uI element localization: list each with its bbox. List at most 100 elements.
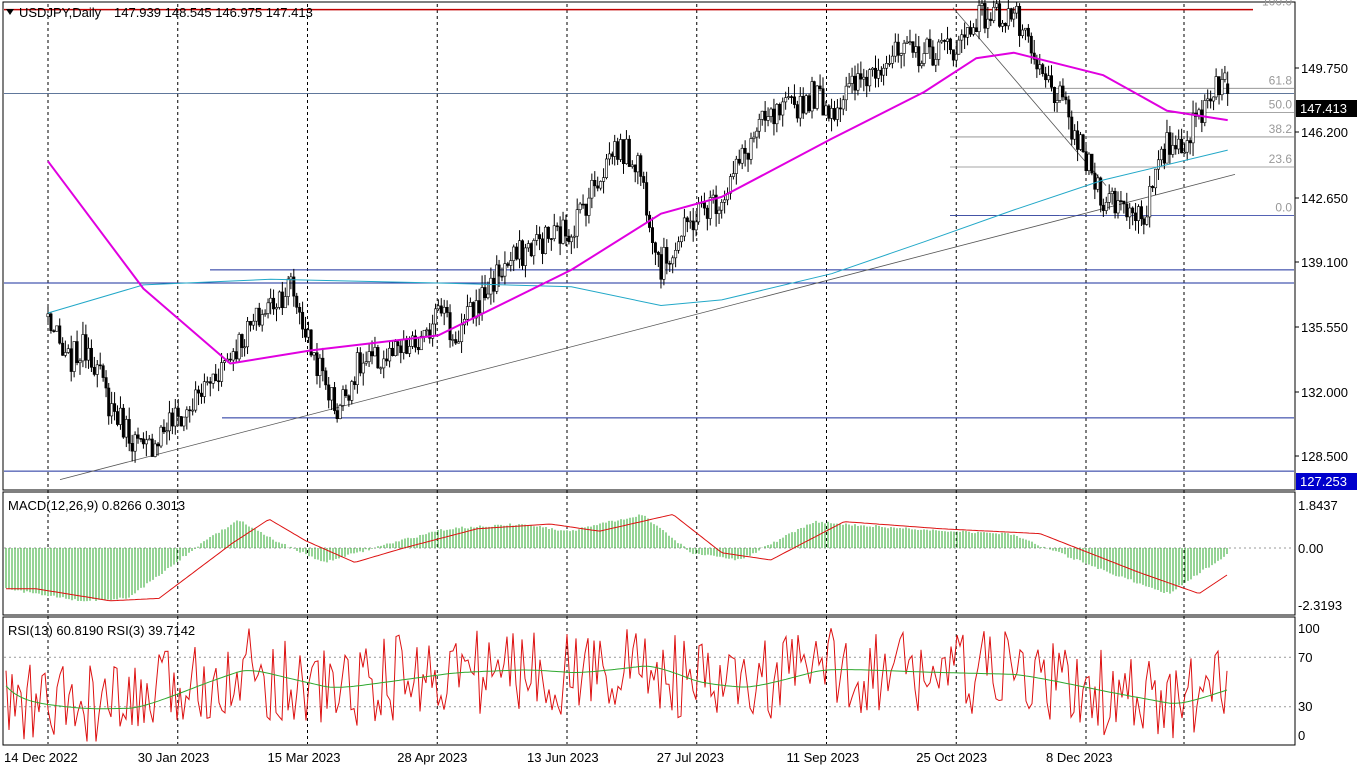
candle-body <box>917 46 921 67</box>
candle-body <box>957 39 961 55</box>
candle-body <box>561 219 565 244</box>
candle-body <box>72 341 76 372</box>
candle-body <box>425 329 429 332</box>
candle-body <box>602 177 606 182</box>
candle-body <box>124 419 128 438</box>
candle-body <box>890 55 894 64</box>
candle-body <box>818 85 822 89</box>
candle-body <box>75 341 79 364</box>
macd-title: MACD(12,26,9) 0.8266 0.3013 <box>8 498 185 513</box>
candle-body <box>489 277 493 295</box>
candle-body <box>790 96 794 98</box>
triangle-down-icon[interactable] <box>6 9 14 15</box>
candle-body <box>977 5 981 32</box>
candle-body <box>1185 140 1189 153</box>
candle-body <box>500 275 504 278</box>
candle-body <box>1217 76 1221 96</box>
x-tick-label: 25 Oct 2023 <box>916 750 987 765</box>
candle-body <box>78 360 82 364</box>
macd-tick-label: 1.8437 <box>1298 498 1338 513</box>
candle-body <box>876 69 880 79</box>
candle-body <box>1134 212 1138 221</box>
candle-body <box>934 59 938 66</box>
candle-body <box>899 53 903 56</box>
candle-body <box>388 347 392 362</box>
macd-series <box>5 514 1228 602</box>
candle-body <box>983 3 987 29</box>
candle-body <box>874 67 878 79</box>
candle-body <box>367 351 371 362</box>
candle-body <box>176 407 180 417</box>
candle-body <box>483 287 487 299</box>
candle-body <box>1099 177 1103 206</box>
candle-body <box>81 334 85 362</box>
candle-body <box>1110 190 1114 194</box>
candle-body <box>824 105 828 116</box>
candle-body <box>382 358 386 369</box>
candle-body <box>746 153 750 160</box>
candle-body <box>650 227 654 243</box>
candle-body <box>708 197 712 219</box>
candle-body <box>147 438 151 441</box>
candle-body <box>795 104 799 119</box>
candle-body <box>214 373 218 382</box>
candle-body <box>385 358 389 362</box>
candle-body <box>159 426 163 447</box>
candle-body <box>613 141 617 157</box>
candle-body <box>971 27 975 35</box>
candle-body <box>931 46 935 66</box>
candle-body <box>734 158 738 174</box>
candle-body <box>162 426 166 433</box>
candle-body <box>95 364 99 375</box>
candle-body <box>260 314 264 326</box>
candle-body <box>1212 96 1216 102</box>
candle-body <box>804 95 808 114</box>
candle-body <box>274 307 278 310</box>
candle-body <box>101 365 105 378</box>
candle-body <box>1081 134 1085 152</box>
candle-body <box>197 389 201 394</box>
candle-body <box>318 357 322 376</box>
x-tick-label: 11 Sep 2023 <box>787 750 860 765</box>
candle-body <box>468 302 472 307</box>
candle-body <box>254 307 258 322</box>
candle-body <box>286 278 290 297</box>
candle-body <box>451 339 455 341</box>
candle-body <box>865 76 869 87</box>
ma-slow-line <box>47 51 1228 365</box>
macd-tick-label: -2.3193 <box>1298 598 1342 613</box>
candle-body <box>1009 8 1013 20</box>
candle-body <box>940 40 944 43</box>
candle-body <box>668 262 672 265</box>
candle-body <box>781 101 785 116</box>
candle-body <box>731 173 735 177</box>
candle-body <box>1093 172 1097 190</box>
candle-body <box>173 407 177 427</box>
candle-body <box>121 407 125 438</box>
candle-body <box>104 377 108 389</box>
candle-body <box>1061 85 1065 98</box>
candle-body <box>989 18 993 21</box>
candle-body <box>474 300 478 319</box>
candle-body <box>714 194 718 214</box>
candle-body <box>558 226 562 244</box>
candle-body <box>621 139 625 165</box>
candle-body <box>1131 207 1135 214</box>
candle-body <box>1145 216 1149 225</box>
candle-body <box>413 335 417 348</box>
candle-body <box>674 249 678 259</box>
candle-body <box>416 347 420 351</box>
candle-body <box>636 155 640 173</box>
candle-body <box>1122 200 1126 205</box>
candle-body <box>55 325 59 332</box>
candle-body <box>697 202 701 223</box>
candle-body <box>89 347 93 368</box>
candle-body <box>333 387 337 411</box>
candle-body <box>309 329 313 356</box>
candle-body <box>549 238 553 240</box>
candle-body <box>546 226 550 239</box>
price-tick-label: 128.500 <box>1301 449 1348 464</box>
candle-body <box>199 392 203 397</box>
